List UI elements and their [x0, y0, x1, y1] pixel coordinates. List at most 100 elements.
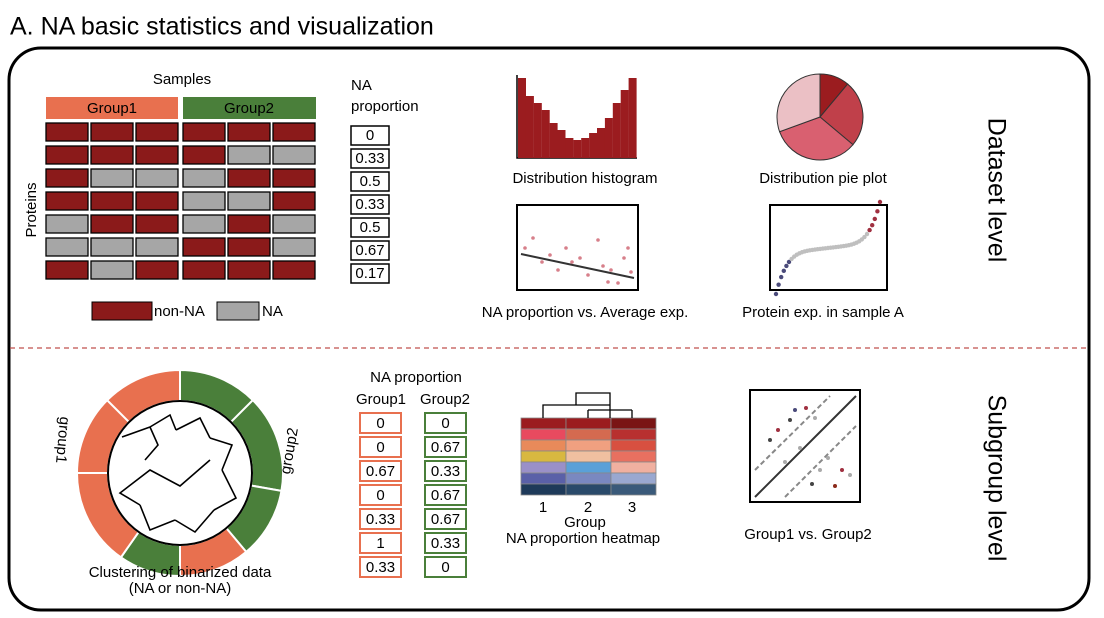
level-label: Dataset level	[982, 118, 1010, 263]
heatmap-col: 3	[628, 499, 636, 516]
heat-tree	[542, 392, 633, 418]
matrix-cell	[135, 145, 179, 165]
heat-cell	[565, 472, 612, 485]
dot	[773, 291, 779, 297]
dot	[862, 234, 867, 240]
dot	[870, 222, 875, 228]
dot	[783, 460, 787, 464]
value-text: 0.33	[355, 196, 384, 213]
group-values: 0 0 0.67 0 0.33 1 0.33 0 0.67 0.33 0.67 0.67 0.33 0	[359, 412, 467, 578]
dot	[813, 416, 817, 420]
value-box	[350, 125, 390, 146]
heat-cell	[520, 483, 567, 496]
hist-bar	[557, 130, 566, 158]
compare-icon	[754, 395, 857, 498]
heat-cell	[610, 483, 657, 496]
arc-label: group2	[277, 426, 302, 475]
value-text: 0.17	[355, 265, 384, 282]
matrix-cell	[272, 145, 316, 165]
matrix-cell	[135, 237, 179, 257]
hist-bar	[525, 96, 534, 158]
legend-label: non-NA	[154, 303, 205, 320]
dot	[798, 446, 802, 450]
heat-cell	[610, 439, 657, 452]
value-box	[424, 412, 467, 434]
pie-slice	[819, 83, 864, 146]
title: A. NA basic statistics and visualization	[10, 13, 434, 41]
value-text: 0.33	[431, 535, 460, 552]
curve-icon	[773, 199, 883, 297]
dot	[781, 268, 786, 274]
dot	[586, 273, 590, 277]
matrix-cell	[45, 191, 89, 211]
matrix-cell	[135, 191, 179, 211]
matrix-cell	[90, 237, 134, 257]
dot	[826, 456, 830, 460]
matrix-cell	[45, 214, 89, 234]
dot	[606, 280, 610, 284]
matrix-cell	[90, 122, 134, 142]
matrix-cell	[272, 168, 316, 188]
heat-cell	[565, 450, 612, 463]
matrix-cell	[45, 122, 89, 142]
heatmap-axis: Group	[564, 514, 606, 531]
value-box	[424, 460, 467, 482]
group1-label: Group1	[87, 100, 137, 117]
hist-bar	[533, 103, 542, 158]
value-box	[424, 556, 467, 578]
matrix-cell	[272, 260, 316, 280]
caption: (NA or non-NA)	[129, 580, 232, 597]
samples-label: Samples	[153, 71, 211, 88]
value-text: 0	[366, 127, 374, 144]
legend-swatch	[216, 301, 260, 321]
matrix-cell	[272, 214, 316, 234]
dot	[531, 236, 535, 240]
na-matrix	[45, 122, 316, 280]
dot	[793, 408, 797, 412]
hist-bar	[620, 90, 629, 158]
value-box	[359, 412, 402, 434]
matrix-cell	[272, 237, 316, 257]
dot	[616, 281, 620, 285]
na-header: proportion	[351, 98, 419, 115]
group-header: Group1	[356, 391, 406, 408]
cluster-ring	[75, 368, 284, 578]
arc-label: group1	[52, 416, 73, 464]
value-box	[424, 508, 467, 530]
hist-bar	[581, 138, 590, 158]
value-text: 0.33	[366, 559, 395, 576]
dot	[810, 482, 814, 486]
dot	[875, 209, 880, 214]
value-box	[350, 171, 390, 192]
dot	[848, 473, 852, 477]
hist-bar	[604, 118, 613, 158]
dot	[788, 418, 792, 422]
dot	[622, 256, 626, 260]
matrix-cell	[90, 145, 134, 165]
hist-bar	[589, 133, 598, 158]
dot	[556, 268, 560, 272]
matrix-cell	[227, 168, 271, 188]
matrix-cell	[182, 168, 226, 188]
matrix-cell	[227, 122, 271, 142]
value-box	[424, 484, 467, 506]
value-text: 0.5	[360, 173, 381, 190]
matrix-cell	[272, 191, 316, 211]
dot	[626, 246, 630, 250]
matrix-cell	[272, 122, 316, 142]
matrix-cell	[45, 237, 89, 257]
hist-bar	[612, 103, 621, 158]
tree	[118, 413, 238, 534]
na-header: NA	[351, 77, 372, 94]
matrix-cell	[182, 260, 226, 280]
dot	[804, 406, 808, 410]
value-box	[359, 556, 402, 578]
value-text: 0.33	[366, 511, 395, 528]
legend-swatch	[91, 301, 153, 321]
hist-bar	[628, 78, 637, 158]
hist-bar	[549, 123, 558, 158]
dot	[596, 238, 600, 242]
heat-cell	[520, 428, 567, 441]
heat-cell	[565, 417, 612, 430]
